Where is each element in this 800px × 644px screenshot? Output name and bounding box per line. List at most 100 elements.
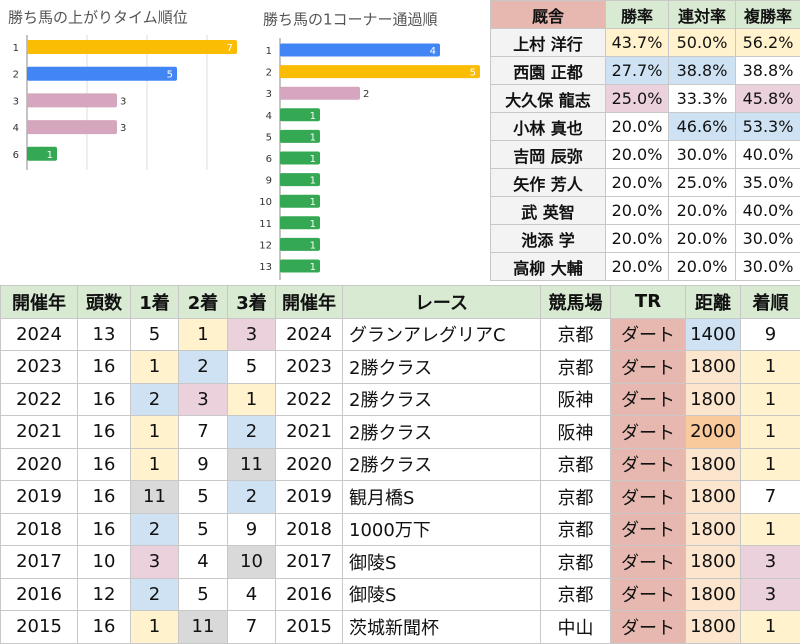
table-cell: 京都 <box>540 577 611 611</box>
table-cell: 1 <box>740 382 800 416</box>
table-cell: 2 <box>227 480 276 514</box>
table-cell: 2 <box>130 577 179 611</box>
y-tick-label: 10 <box>259 197 272 208</box>
table-cell: 1800 <box>685 480 741 514</box>
table-row: 2023 16 1 2 5 2023 2勝クラス 京都 ダート 1800 1 <box>0 350 800 384</box>
bar <box>280 43 440 57</box>
table-row: 大久保 龍志 25.0% 33.3% 45.8% <box>490 84 800 113</box>
table-cell: グランアレグリアC <box>342 317 541 351</box>
table-cell: 20.0% <box>605 168 669 197</box>
table-cell: 京都 <box>540 512 611 546</box>
table-cell: 2023 <box>275 350 343 384</box>
bar <box>280 129 320 143</box>
bar <box>27 66 177 81</box>
table-cell: 3 <box>740 545 800 579</box>
table-row: 2022 16 2 3 1 2022 2勝クラス 阪神 ダート 1800 1 <box>0 382 800 416</box>
table-cell: 2023 <box>0 350 78 384</box>
table-cell: 開催年 <box>0 285 78 319</box>
table-row: 小林 真也 20.0% 46.6% 53.3% <box>490 112 800 141</box>
table-cell: 20.0% <box>668 196 736 225</box>
y-tick-label: 4 <box>266 111 272 122</box>
table-cell: 複勝率 <box>735 0 800 29</box>
table-cell: 武 英智 <box>490 196 606 225</box>
table-cell: 7 <box>227 610 276 644</box>
table-cell: 2024 <box>275 317 343 351</box>
table-cell: 1 <box>740 415 800 449</box>
table-cell: 56.2% <box>735 28 800 57</box>
table-cell: ダート <box>610 545 686 579</box>
table-cell: 1 <box>130 415 179 449</box>
table-cell: 厩舎 <box>490 0 606 29</box>
table-cell: 2 <box>178 350 228 384</box>
table-cell: 16 <box>77 610 131 644</box>
table-cell: 2 <box>227 415 276 449</box>
table-cell: 11 <box>178 610 228 644</box>
value-label: 1 <box>310 176 316 187</box>
table-cell: 2018 <box>0 512 78 546</box>
table-row: 矢作 芳人 20.0% 25.0% 35.0% <box>490 168 800 197</box>
table-cell: 10 <box>77 545 131 579</box>
table-row: 池添 学 20.0% 20.0% 30.0% <box>490 224 800 253</box>
table-row: 2020 16 1 9 11 2020 2勝クラス 京都 ダート 1800 1 <box>0 447 800 481</box>
y-tick-label: 1 <box>13 43 19 54</box>
table-cell: 2015 <box>0 610 78 644</box>
y-tick-label: 3 <box>13 96 19 107</box>
value-label: 1 <box>310 219 316 230</box>
table-cell: 京都 <box>540 447 611 481</box>
table-cell: 1 <box>740 512 800 546</box>
table-cell: 30.0% <box>735 252 800 281</box>
table-cell: 2020 <box>275 447 343 481</box>
table-cell: 11 <box>227 447 276 481</box>
table-cell: 1 <box>740 447 800 481</box>
table-row: 西園 正都 27.7% 38.8% 38.8% <box>490 56 800 85</box>
table-cell: ダート <box>610 480 686 514</box>
bar <box>280 237 320 251</box>
table-row: 2018 16 2 5 9 2018 1000万下 京都 ダート 1800 1 <box>0 512 800 546</box>
table-cell: 25.0% <box>668 168 736 197</box>
table-cell: 16 <box>77 415 131 449</box>
table-cell: 3 <box>227 317 276 351</box>
chart-title: 勝ち馬の上がりタイム順位 <box>8 9 188 27</box>
table-cell: 1800 <box>685 350 741 384</box>
table-cell: 2020 <box>0 447 78 481</box>
table-cell: 5 <box>178 512 228 546</box>
y-tick-label: 11 <box>259 219 272 230</box>
table-cell: 2勝クラス <box>342 350 541 384</box>
table-row: 2017 10 3 4 10 2017 御陵S 京都 ダート 1800 3 <box>0 545 800 579</box>
y-tick-label: 1 <box>266 46 272 57</box>
table-cell: ダート <box>610 382 686 416</box>
table-cell: 1800 <box>685 447 741 481</box>
table-cell: 3 <box>740 577 800 611</box>
table-cell: 25.0% <box>605 84 669 113</box>
table-cell: 茨城新聞杯 <box>342 610 541 644</box>
y-tick-label: 6 <box>13 150 19 161</box>
bar <box>280 65 480 79</box>
y-tick-label: 13 <box>259 262 272 273</box>
table-cell: 5 <box>178 480 228 514</box>
table-cell: 20.0% <box>605 252 669 281</box>
table-cell: 1000万下 <box>342 512 541 546</box>
table-cell: 2017 <box>275 545 343 579</box>
value-label: 1 <box>310 154 316 165</box>
table-cell: 45.8% <box>735 84 800 113</box>
table-cell: 2021 <box>275 415 343 449</box>
table-row: 2019 16 11 5 2 2019 観月橋S 京都 ダート 1800 7 <box>0 480 800 514</box>
table-cell: ダート <box>610 317 686 351</box>
table-cell: 5 <box>227 350 276 384</box>
table-cell: 小林 真也 <box>490 112 606 141</box>
table-cell: 京都 <box>540 350 611 384</box>
table-row: 厩舎 勝率 連対率 複勝率 <box>490 0 800 29</box>
table-cell: 13 <box>77 317 131 351</box>
table-cell: 4 <box>178 545 228 579</box>
table-row: 吉岡 辰弥 20.0% 30.0% 40.0% <box>490 140 800 169</box>
table-cell: 5 <box>178 577 228 611</box>
table-cell: 1 <box>130 610 179 644</box>
table-cell: ダート <box>610 577 686 611</box>
y-tick-label: 9 <box>266 176 272 187</box>
table-cell: 53.3% <box>735 112 800 141</box>
table-cell: 7 <box>740 480 800 514</box>
table-cell: 50.0% <box>668 28 736 57</box>
value-label: 5 <box>167 70 173 81</box>
table-cell: 46.6% <box>668 112 736 141</box>
table-cell: 観月橋S <box>342 480 541 514</box>
